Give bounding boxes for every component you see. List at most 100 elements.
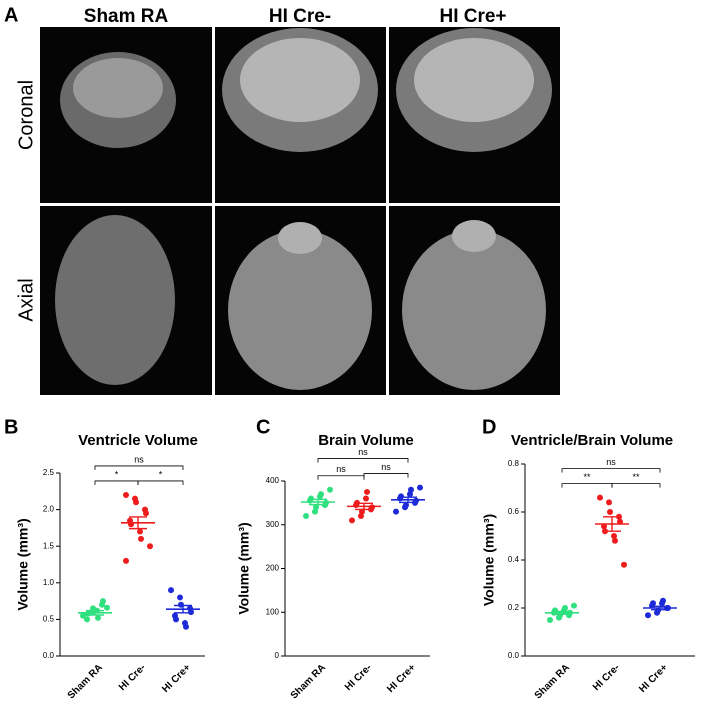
y-axis-label: Volume (mm³) bbox=[236, 522, 252, 614]
significance-label: * bbox=[159, 469, 163, 479]
data-point bbox=[597, 494, 603, 501]
x-tick-label: Sham RA bbox=[289, 662, 328, 701]
data-point bbox=[303, 513, 309, 519]
data-point bbox=[173, 616, 179, 623]
data-point bbox=[547, 617, 553, 623]
y-tick-label: 0.8 bbox=[508, 459, 520, 468]
data-point bbox=[398, 493, 404, 500]
y-tick-label: 0.5 bbox=[43, 615, 55, 624]
significance-bracket bbox=[561, 468, 661, 473]
panel-label: B bbox=[4, 416, 18, 438]
column-header: HI Cre- bbox=[269, 6, 331, 27]
y-tick-label: 0.4 bbox=[508, 555, 520, 564]
data-point bbox=[612, 537, 618, 544]
sem-bar bbox=[553, 610, 571, 615]
sem-bar bbox=[86, 609, 104, 616]
column-header: Sham RA bbox=[84, 6, 169, 27]
significance-bracket bbox=[363, 473, 409, 478]
data-point bbox=[100, 598, 106, 605]
y-tick-label: 2.5 bbox=[43, 468, 55, 477]
significance-label: * bbox=[115, 469, 119, 479]
data-point bbox=[318, 491, 324, 498]
y-tick-label: 200 bbox=[266, 564, 280, 573]
data-point bbox=[607, 509, 613, 515]
data-point bbox=[571, 602, 577, 609]
y-tick-label: 1.0 bbox=[43, 578, 55, 587]
significance-label: ns bbox=[381, 462, 391, 472]
x-tick-label: HI Cre- bbox=[591, 662, 622, 693]
chart-title: Ventricle/Brain Volume bbox=[511, 432, 673, 449]
y-tick-label: 1.5 bbox=[43, 541, 55, 550]
y-tick-label: 100 bbox=[266, 607, 280, 616]
data-point bbox=[313, 504, 319, 511]
data-point bbox=[104, 604, 110, 611]
x-tick-label: HI Cre- bbox=[343, 662, 374, 693]
x-tick-label: HI Cre+ bbox=[385, 662, 418, 695]
y-tick-label: 0.6 bbox=[508, 507, 520, 516]
data-point bbox=[364, 488, 370, 495]
data-point bbox=[123, 557, 129, 564]
significance-label: ns bbox=[134, 454, 144, 464]
data-point bbox=[123, 491, 129, 498]
data-point bbox=[621, 561, 627, 568]
panel-label: C bbox=[256, 416, 270, 438]
data-point bbox=[611, 533, 617, 539]
data-point bbox=[138, 535, 144, 542]
x-tick-label: HI Cre+ bbox=[160, 662, 193, 695]
data-point bbox=[650, 600, 656, 607]
data-point bbox=[408, 486, 414, 493]
sem-bar bbox=[603, 516, 621, 532]
y-tick-label: 0.0 bbox=[43, 651, 55, 660]
data-point bbox=[143, 510, 149, 517]
y-tick-label: 0.2 bbox=[508, 603, 520, 612]
data-point bbox=[133, 499, 139, 506]
column-header: HI Cre+ bbox=[439, 6, 506, 27]
x-tick-label: HI Cre+ bbox=[637, 662, 670, 695]
mri-images bbox=[40, 27, 560, 395]
y-tick-label: 300 bbox=[266, 520, 280, 529]
chart-title: Ventricle Volume bbox=[78, 432, 198, 449]
row-label: Coronal bbox=[15, 80, 37, 150]
row-label: Axial bbox=[15, 278, 37, 321]
y-tick-label: 0 bbox=[275, 651, 280, 660]
data-point bbox=[645, 612, 651, 619]
significance-bracket bbox=[94, 465, 184, 470]
data-point bbox=[393, 508, 399, 515]
sem-bar bbox=[399, 496, 417, 504]
data-point bbox=[80, 612, 86, 619]
significance-label: ** bbox=[632, 472, 640, 482]
significance-label: ns bbox=[336, 464, 346, 474]
sem-bar bbox=[651, 605, 669, 611]
data-point bbox=[137, 528, 143, 535]
y-axis-label: Volume (mm³) bbox=[15, 518, 31, 610]
data-point bbox=[168, 587, 174, 594]
data-point bbox=[183, 623, 189, 630]
significance-label: ns bbox=[358, 447, 368, 457]
x-tick-label: Sham RA bbox=[533, 662, 572, 701]
x-tick-label: Sham RA bbox=[66, 662, 105, 701]
data-point bbox=[177, 594, 183, 601]
significance-label: ns bbox=[606, 457, 616, 467]
chart-title: Brain Volume bbox=[318, 432, 414, 449]
data-point bbox=[147, 543, 153, 550]
data-point bbox=[660, 597, 666, 604]
sem-bar bbox=[174, 604, 192, 614]
data-point bbox=[188, 609, 194, 616]
sem-bar bbox=[355, 502, 373, 511]
significance-bracket bbox=[317, 458, 409, 463]
data-point bbox=[349, 517, 355, 524]
significance-label: ** bbox=[583, 472, 591, 482]
significance-bracket bbox=[137, 480, 184, 485]
data-point bbox=[95, 614, 101, 621]
significance-bracket bbox=[317, 475, 365, 480]
data-point bbox=[601, 523, 607, 530]
panel-label: A bbox=[4, 4, 18, 26]
y-tick-label: 2.0 bbox=[43, 505, 55, 514]
significance-bracket bbox=[94, 480, 139, 485]
data-point bbox=[417, 484, 423, 491]
x-tick-label: HI Cre- bbox=[117, 662, 148, 693]
data-point bbox=[363, 495, 369, 502]
data-point bbox=[327, 486, 333, 493]
data-point bbox=[562, 605, 568, 611]
